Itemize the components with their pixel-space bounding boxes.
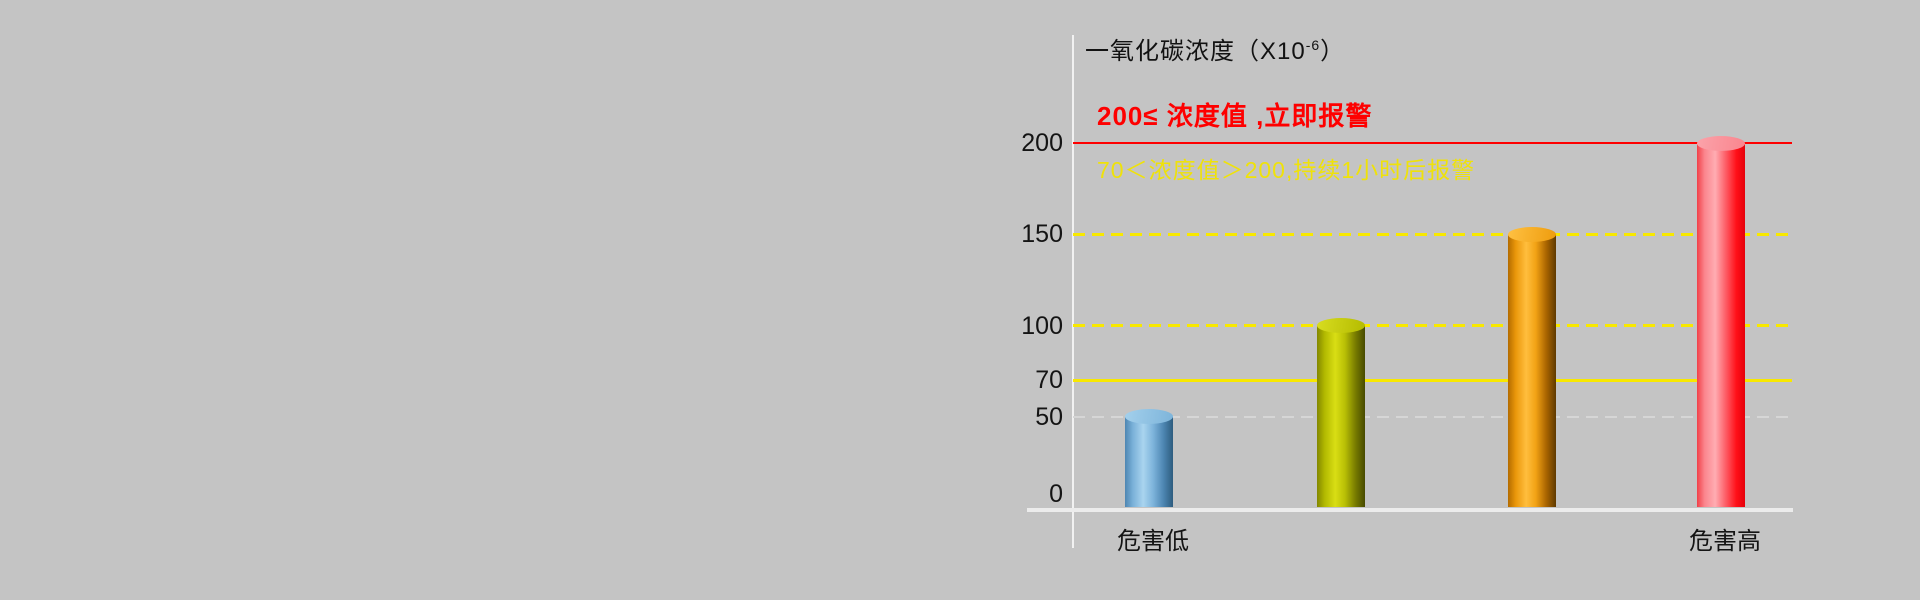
y-tick-label-150: 150 (1021, 220, 1063, 249)
reference-line-50-dashed (1073, 415, 1792, 418)
chart-bar-top-cap-red (1697, 135, 1745, 151)
reference-line-150-dashed (1073, 232, 1792, 236)
y-tick-label-70: 70 (1035, 366, 1063, 395)
chart-bar-blue-value-50 (1125, 416, 1173, 507)
y-tick-label-50: 50 (1035, 402, 1063, 431)
y-tick-label-0: 0 (1049, 480, 1063, 508)
chart-title-superscript: -6 (1305, 37, 1321, 53)
y-tick-label-100: 100 (1021, 311, 1063, 340)
reference-line-200-solid (1073, 142, 1792, 144)
chart-bar-red-value-200 (1697, 143, 1745, 507)
y-tick-label-200: 200 (1021, 129, 1063, 157)
x-axis-line (1027, 508, 1793, 512)
chart-bar-top-cap-orange (1508, 226, 1556, 242)
y-axis-line (1072, 35, 1074, 548)
alert-text-immediate: 200≤ 浓度值 ,立即报警 (1097, 101, 1373, 131)
chart-title: 一氧化碳浓度（X10-6） (1085, 31, 1345, 66)
chart-bar-top-cap-blue (1125, 409, 1173, 425)
chart-bar-top-cap-olive (1317, 318, 1365, 333)
reference-line-100-dashed (1073, 324, 1792, 327)
alert-text-delayed: 70＜浓度值＞200,持续1小时后报警 (1097, 157, 1476, 183)
reference-line-70-solid (1073, 378, 1792, 382)
chart-bar-olive-value-100 (1317, 325, 1365, 507)
x-category-label-0: 危害低 (1117, 528, 1189, 555)
chart-bar-orange-value-150 (1508, 234, 1556, 507)
chart-title-close-paren: ） (1320, 38, 1346, 65)
x-category-label-3: 危害高 (1689, 528, 1761, 555)
chart-title-text: 一氧化碳浓度（X10 (1085, 38, 1306, 65)
